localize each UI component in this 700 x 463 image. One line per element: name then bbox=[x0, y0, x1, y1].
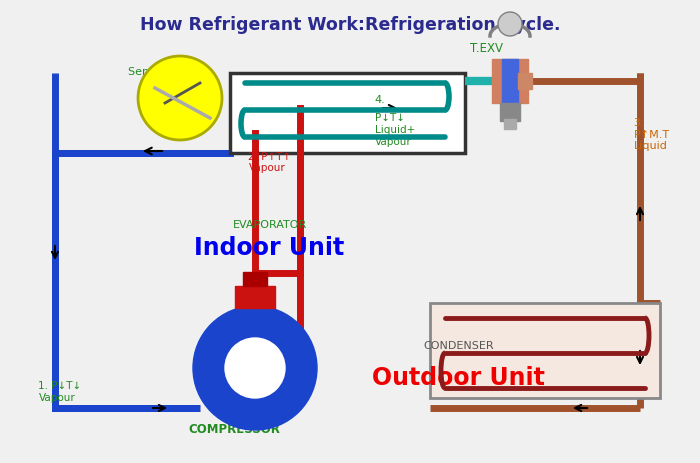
Bar bbox=[518, 74, 532, 90]
Text: P↓T↓
Liquid+
Vapour: P↓T↓ Liquid+ Vapour bbox=[374, 113, 414, 146]
Bar bbox=[492, 60, 528, 104]
Bar bbox=[504, 120, 516, 130]
Circle shape bbox=[498, 13, 522, 37]
Text: COMPRESSOR: COMPRESSOR bbox=[188, 422, 281, 435]
Text: 1. P↓T↓
Vapour: 1. P↓T↓ Vapour bbox=[38, 381, 82, 402]
Text: Indoor Unit: Indoor Unit bbox=[195, 236, 344, 260]
Bar bbox=[430, 303, 660, 398]
Bar bbox=[500, 104, 520, 122]
Text: Sensing Bulb: Sensing Bulb bbox=[128, 67, 201, 77]
Text: 2. P↑T↑
Vapour: 2. P↑T↑ Vapour bbox=[248, 151, 292, 173]
Text: 4.: 4. bbox=[374, 94, 385, 105]
Bar bbox=[235, 287, 275, 308]
Text: Outdoor Unit: Outdoor Unit bbox=[372, 365, 545, 389]
Text: How Refrigerant Work:Refrigeration Cycle.: How Refrigerant Work:Refrigeration Cycle… bbox=[140, 16, 560, 34]
Text: CONDENSER: CONDENSER bbox=[424, 340, 494, 350]
Bar bbox=[243, 272, 267, 287]
Text: 3.
P↑M.T
Liquid: 3. P↑M.T Liquid bbox=[634, 118, 670, 151]
Circle shape bbox=[225, 338, 285, 398]
Circle shape bbox=[138, 57, 222, 141]
Circle shape bbox=[193, 307, 317, 430]
Bar bbox=[230, 74, 465, 154]
Bar bbox=[502, 60, 518, 104]
Text: T.EXV: T.EXV bbox=[470, 42, 503, 55]
Text: EVAPORATOR: EVAPORATOR bbox=[232, 219, 307, 230]
